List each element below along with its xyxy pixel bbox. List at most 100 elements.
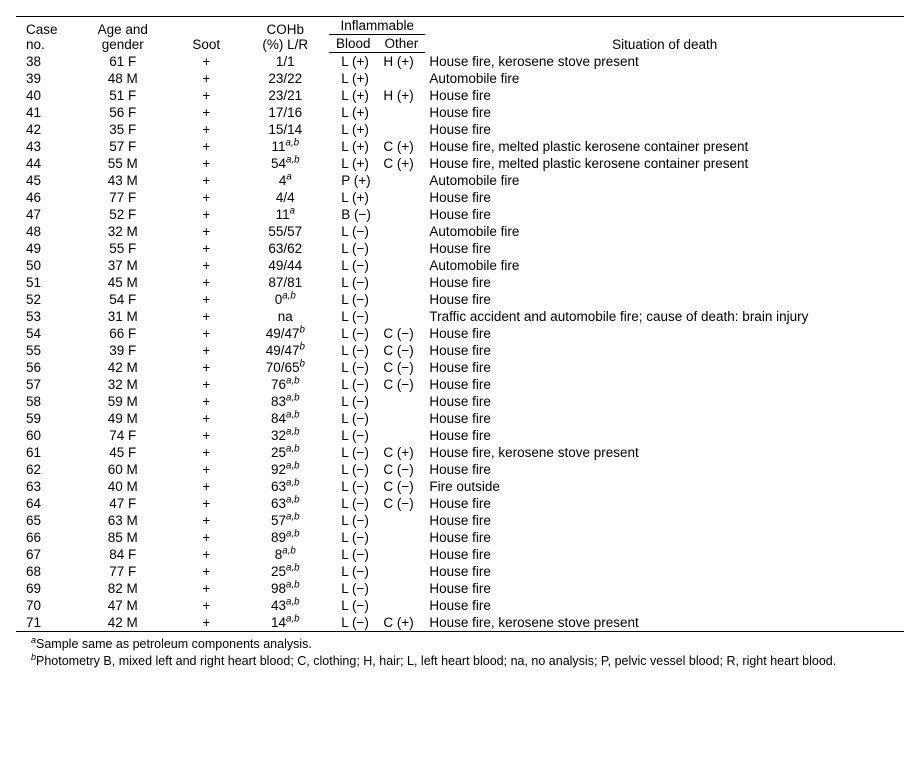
cell-situation: House fire bbox=[425, 206, 904, 223]
table-row: 5037 M+49/44L (−)Automobile fire bbox=[16, 257, 904, 274]
cell-soot: + bbox=[171, 495, 241, 512]
cell-case: 66 bbox=[16, 529, 74, 546]
cell-situation: House fire, kerosene stove present bbox=[425, 444, 904, 461]
cell-cohb: 25a,b bbox=[241, 444, 329, 461]
table-row: 5145 M+87/81L (−)House fire bbox=[16, 274, 904, 291]
cell-cohb: 23/21 bbox=[241, 87, 329, 104]
cell-case: 54 bbox=[16, 325, 74, 342]
cell-soot: + bbox=[171, 546, 241, 563]
cell-other: H (+) bbox=[377, 53, 425, 71]
cell-age: 49 M bbox=[74, 410, 171, 427]
cell-soot: + bbox=[171, 410, 241, 427]
cell-situation: Traffic accident and automobile fire; ca… bbox=[425, 308, 904, 325]
cell-case: 42 bbox=[16, 121, 74, 138]
cell-soot: + bbox=[171, 53, 241, 71]
cell-situation: House fire bbox=[425, 427, 904, 444]
cell-situation: House fire bbox=[425, 563, 904, 580]
cell-situation: House fire, melted plastic kerosene cont… bbox=[425, 155, 904, 172]
cell-blood: L (−) bbox=[329, 257, 377, 274]
cell-blood: L (−) bbox=[329, 512, 377, 529]
cell-case: 45 bbox=[16, 172, 74, 189]
cell-soot: + bbox=[171, 580, 241, 597]
cell-soot: + bbox=[171, 597, 241, 614]
table-row: 5331 M+naL (−)Traffic accident and autom… bbox=[16, 308, 904, 325]
table-row: 4051 F+23/21L (+)H (+)House fire bbox=[16, 87, 904, 104]
cell-case: 60 bbox=[16, 427, 74, 444]
cell-cohb: 70/65b bbox=[241, 359, 329, 376]
cell-cohb: 92a,b bbox=[241, 461, 329, 478]
cell-other: C (+) bbox=[377, 614, 425, 632]
cell-situation: Automobile fire bbox=[425, 70, 904, 87]
cell-case: 61 bbox=[16, 444, 74, 461]
cell-situation: House fire bbox=[425, 461, 904, 478]
cell-case: 55 bbox=[16, 342, 74, 359]
cell-age: 42 M bbox=[74, 614, 171, 632]
cell-case: 53 bbox=[16, 308, 74, 325]
table-row: 4156 F+17/16L (+)House fire bbox=[16, 104, 904, 121]
cell-age: 61 F bbox=[74, 53, 171, 71]
cell-situation: House fire bbox=[425, 240, 904, 257]
cell-soot: + bbox=[171, 291, 241, 308]
cell-blood: L (−) bbox=[329, 444, 377, 461]
cell-soot: + bbox=[171, 257, 241, 274]
cell-blood: L (−) bbox=[329, 546, 377, 563]
cell-case: 69 bbox=[16, 580, 74, 597]
cell-case: 41 bbox=[16, 104, 74, 121]
cell-blood: L (+) bbox=[329, 87, 377, 104]
cell-age: 85 M bbox=[74, 529, 171, 546]
cell-age: 45 F bbox=[74, 444, 171, 461]
cell-blood: P (+) bbox=[329, 172, 377, 189]
cell-soot: + bbox=[171, 359, 241, 376]
cell-soot: + bbox=[171, 461, 241, 478]
cell-age: 39 F bbox=[74, 342, 171, 359]
cell-situation: House fire bbox=[425, 495, 904, 512]
cell-age: 63 M bbox=[74, 512, 171, 529]
cell-age: 60 M bbox=[74, 461, 171, 478]
cell-other bbox=[377, 512, 425, 529]
cell-blood: L (−) bbox=[329, 410, 377, 427]
cell-other bbox=[377, 274, 425, 291]
cell-age: 37 M bbox=[74, 257, 171, 274]
cell-other bbox=[377, 121, 425, 138]
cell-cohb: 98a,b bbox=[241, 580, 329, 597]
cell-soot: + bbox=[171, 376, 241, 393]
cell-blood: L (−) bbox=[329, 342, 377, 359]
cell-other: C (−) bbox=[377, 325, 425, 342]
table-row: 6685 M+89a,bL (−)House fire bbox=[16, 529, 904, 546]
cell-cohb: 11a,b bbox=[241, 138, 329, 155]
table-row: 6563 M+57a,bL (−)House fire bbox=[16, 512, 904, 529]
data-table: Caseno. Age andgender Soot COHb(%) L/R I… bbox=[16, 16, 904, 632]
table-row: 6784 F+8a,bL (−)House fire bbox=[16, 546, 904, 563]
table-row: 6260 M+92a,bL (−)C (−)House fire bbox=[16, 461, 904, 478]
cell-cohb: 63a,b bbox=[241, 478, 329, 495]
table-row: 6877 F+25a,bL (−)House fire bbox=[16, 563, 904, 580]
cell-situation: House fire bbox=[425, 393, 904, 410]
cell-other bbox=[377, 308, 425, 325]
cell-cohb: 49/47b bbox=[241, 325, 329, 342]
cell-cohb: 0a,b bbox=[241, 291, 329, 308]
table-row: 4357 F+11a,bL (+)C (+)House fire, melted… bbox=[16, 138, 904, 155]
cell-cohb: 11a bbox=[241, 206, 329, 223]
cell-case: 48 bbox=[16, 223, 74, 240]
cell-soot: + bbox=[171, 189, 241, 206]
cell-situation: House fire bbox=[425, 410, 904, 427]
cell-age: 74 F bbox=[74, 427, 171, 444]
cell-cohb: 23/22 bbox=[241, 70, 329, 87]
cell-soot: + bbox=[171, 614, 241, 632]
col-blood: Blood bbox=[329, 35, 377, 53]
cell-age: 55 M bbox=[74, 155, 171, 172]
table-row: 4455 M+54a,bL (+)C (+)House fire, melted… bbox=[16, 155, 904, 172]
cell-blood: L (−) bbox=[329, 427, 377, 444]
cell-situation: House fire bbox=[425, 359, 904, 376]
cell-cohb: 63/62 bbox=[241, 240, 329, 257]
cell-age: 66 F bbox=[74, 325, 171, 342]
cell-blood: L (−) bbox=[329, 478, 377, 495]
cell-age: 55 F bbox=[74, 240, 171, 257]
table-row: 6340 M+63a,bL (−)C (−)Fire outside bbox=[16, 478, 904, 495]
cell-blood: L (−) bbox=[329, 597, 377, 614]
cell-soot: + bbox=[171, 342, 241, 359]
cell-soot: + bbox=[171, 274, 241, 291]
footnote-a: aSample same as petroleum components ana… bbox=[16, 636, 904, 653]
cell-other: C (−) bbox=[377, 376, 425, 393]
cell-soot: + bbox=[171, 121, 241, 138]
